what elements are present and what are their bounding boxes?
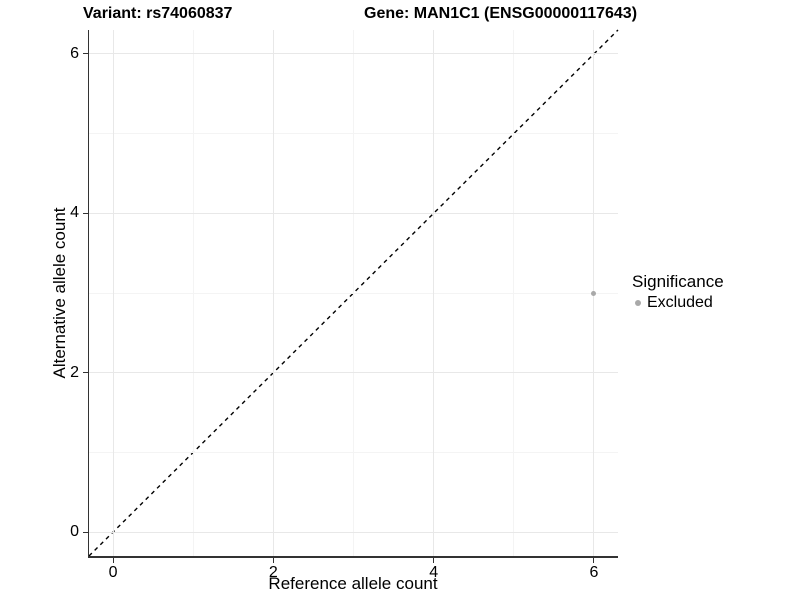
legend-entries: Excluded xyxy=(632,294,724,311)
x-tick-mark xyxy=(593,557,595,563)
gridline-minor-horizontal xyxy=(89,451,618,453)
x-tick-label: 2 xyxy=(268,564,278,581)
y-tick-mark xyxy=(82,53,88,55)
x-axis-line xyxy=(87,556,618,558)
gridline-major-horizontal xyxy=(89,372,618,374)
data-point xyxy=(591,290,597,296)
x-tick-mark xyxy=(272,557,274,563)
gridline-minor-horizontal xyxy=(89,292,618,294)
gridline-major-vertical xyxy=(433,30,435,556)
plot-panel xyxy=(88,29,619,557)
y-tick-label: 0 xyxy=(70,523,79,541)
legend-entry: Excluded xyxy=(632,294,724,311)
gridline-major-horizontal xyxy=(89,53,618,55)
y-axis-line xyxy=(87,30,89,558)
gridline-major-horizontal xyxy=(89,531,618,533)
x-tick-mark xyxy=(112,557,114,563)
gridline-major-horizontal xyxy=(89,212,618,214)
plot-title-gene: Gene: MAN1C1 (ENSG00000117643) xyxy=(364,5,638,22)
x-tick-label: 4 xyxy=(429,564,439,581)
y-axis-title: Alternative allele count xyxy=(50,207,69,379)
legend-point-icon xyxy=(635,299,641,306)
y-tick-mark xyxy=(82,531,88,533)
gridline-major-vertical xyxy=(112,30,114,556)
y-tick-mark xyxy=(82,212,88,214)
plot-title-variant: Variant: rs74060837 xyxy=(83,5,233,22)
legend: Significance Excluded xyxy=(632,272,724,311)
gridline-minor-horizontal xyxy=(89,133,618,135)
legend-title: Significance xyxy=(632,272,724,291)
x-axis-title: Reference allele count xyxy=(268,574,438,593)
x-tick-label: 0 xyxy=(108,564,118,581)
y-tick-label: 4 xyxy=(70,204,79,222)
legend-entry-label: Excluded xyxy=(647,294,713,311)
y-tick-label: 2 xyxy=(70,363,79,381)
y-tick-mark xyxy=(82,372,88,374)
gridline-major-vertical xyxy=(272,30,274,556)
x-tick-mark xyxy=(433,557,435,563)
x-tick-label: 6 xyxy=(589,564,599,581)
y-tick-label: 6 xyxy=(70,44,79,62)
